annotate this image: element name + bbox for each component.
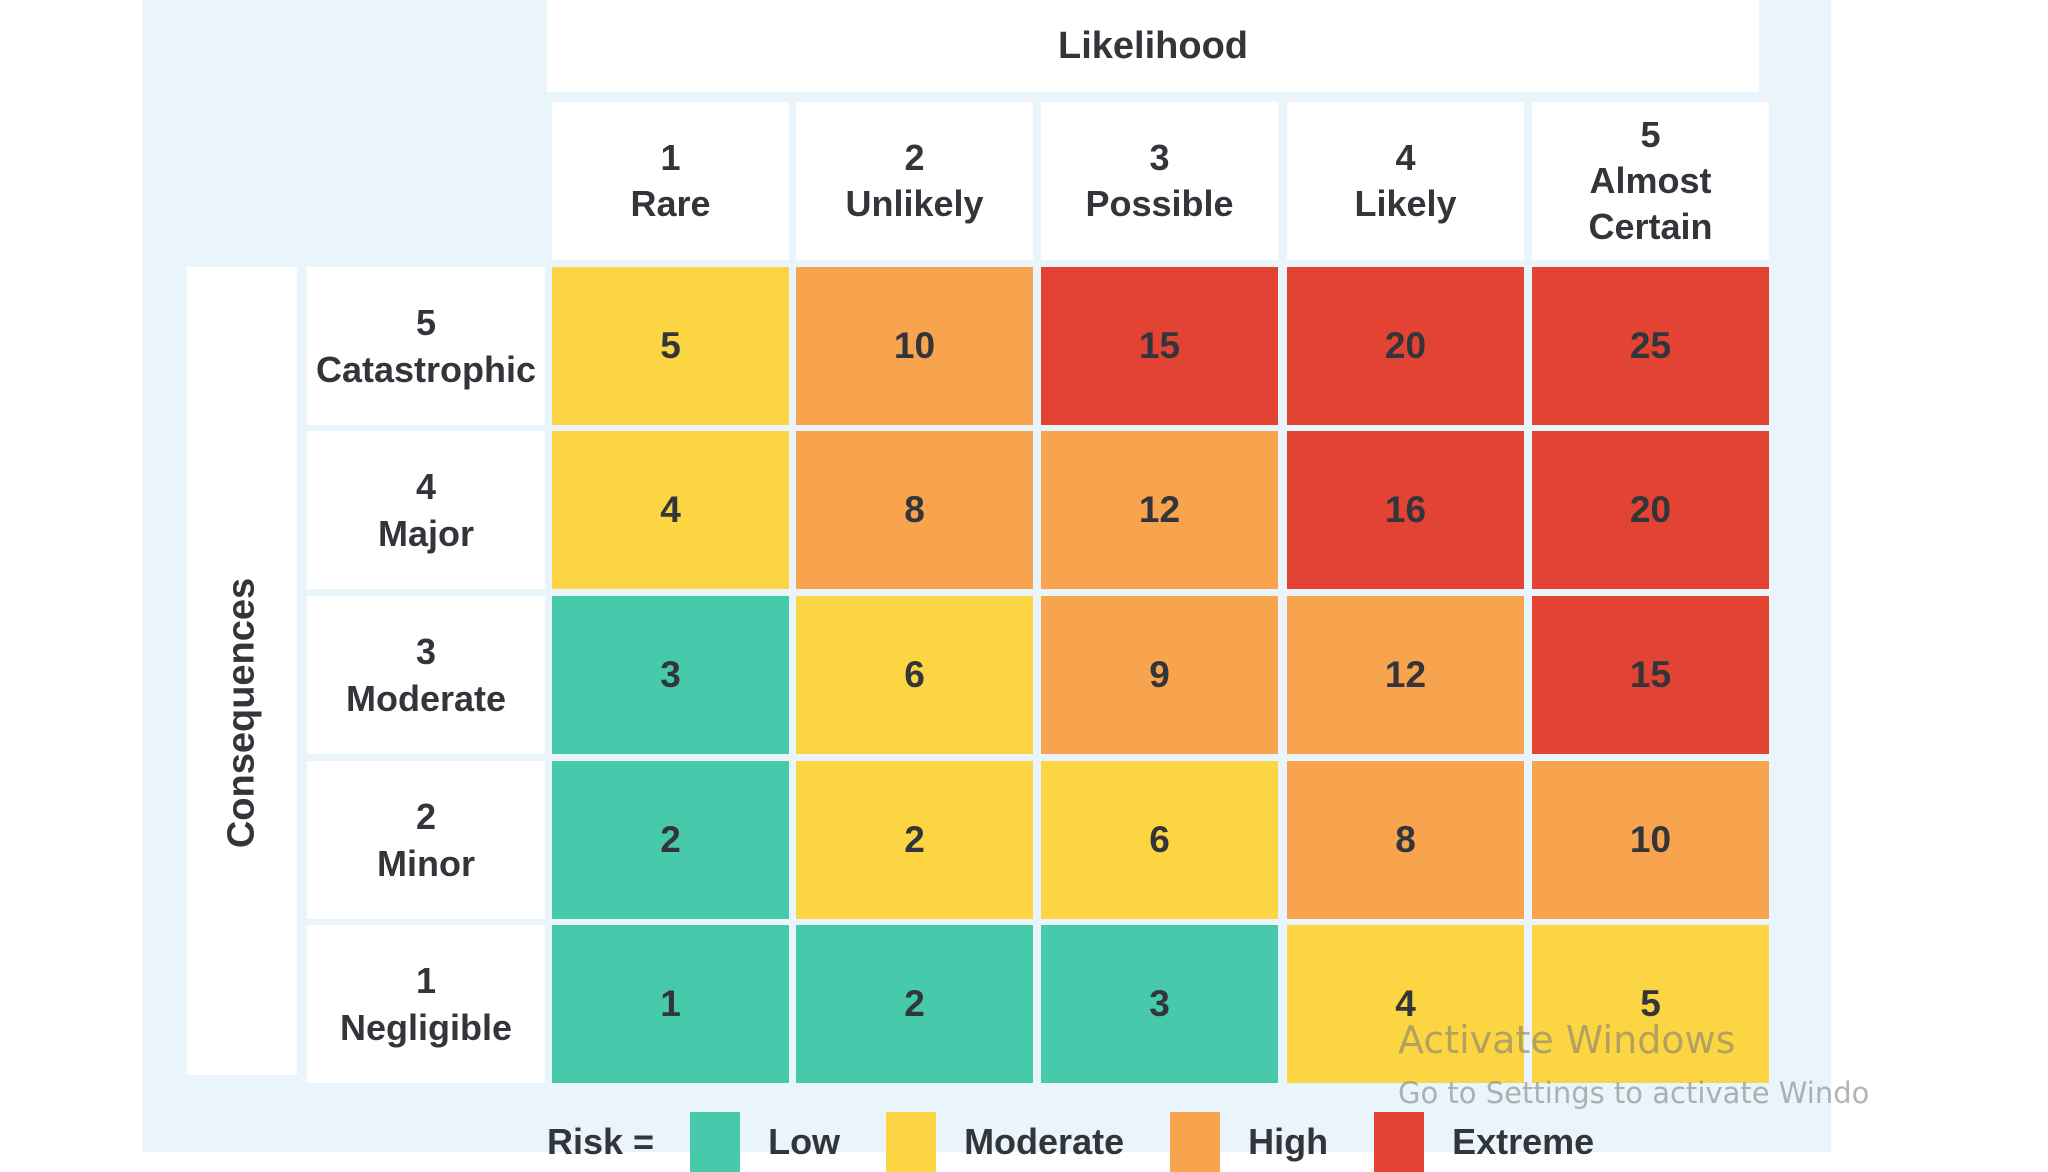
consequence-header-5: 5 Catastrophic bbox=[307, 267, 545, 425]
consequence-number: 3 bbox=[415, 631, 437, 672]
risk-cell-1-5: 5 bbox=[1532, 925, 1769, 1083]
risk-cell-3-4: 12 bbox=[1287, 596, 1524, 754]
legend-swatch-high bbox=[1170, 1112, 1221, 1172]
risk-cell-3-1: 3 bbox=[552, 596, 789, 754]
risk-cell-4-3: 12 bbox=[1041, 431, 1278, 589]
consequence-name: Negligible bbox=[339, 1007, 513, 1048]
risk-cell-3-2: 6 bbox=[796, 596, 1033, 754]
risk-cell-2-2: 2 bbox=[796, 761, 1033, 919]
likelihood-header-4: 4 Likely bbox=[1287, 102, 1524, 260]
legend-label-moderate: Moderate bbox=[964, 1121, 1125, 1162]
risk-cell-1-2: 2 bbox=[796, 925, 1033, 1083]
consequence-number: 4 bbox=[415, 466, 437, 507]
risk-cell-2-4: 8 bbox=[1287, 761, 1524, 919]
activate-windows-watermark: Activate Windows Go to Settings to activ… bbox=[1398, 1018, 1869, 1110]
consequence-name: Major bbox=[377, 513, 474, 554]
legend-swatch-extreme bbox=[1374, 1112, 1425, 1172]
legend-swatch-low bbox=[690, 1112, 741, 1172]
risk-cell-3-3: 9 bbox=[1041, 596, 1278, 754]
legend-label-high: High bbox=[1248, 1121, 1329, 1162]
consequences-axis-title: Consequences bbox=[220, 577, 263, 849]
risk-cell-1-3: 3 bbox=[1041, 925, 1278, 1083]
risk-cell-1-1: 1 bbox=[552, 925, 789, 1083]
likelihood-header-1: 1 Rare bbox=[552, 102, 789, 260]
risk-cell-5-5: 25 bbox=[1532, 267, 1769, 425]
consequence-header-4: 4 Major bbox=[307, 431, 545, 589]
likelihood-name: Possible bbox=[1085, 183, 1234, 224]
likelihood-axis-title: Likelihood bbox=[547, 0, 1759, 92]
likelihood-number: 5 bbox=[1640, 114, 1661, 155]
risk-cell-4-5: 20 bbox=[1532, 431, 1769, 589]
likelihood-number: 2 bbox=[904, 137, 925, 178]
risk-cell-2-3: 6 bbox=[1041, 761, 1278, 919]
likelihood-header-2: 2 Unlikely bbox=[796, 102, 1033, 260]
legend-prefix: Risk = bbox=[547, 1121, 655, 1162]
risk-cell-2-5: 10 bbox=[1532, 761, 1769, 919]
likelihood-number: 3 bbox=[1149, 137, 1170, 178]
consequence-name: Catastrophic bbox=[315, 349, 537, 390]
legend-swatch-moderate bbox=[886, 1112, 937, 1172]
consequence-number: 5 bbox=[415, 302, 437, 343]
risk-cell-4-2: 8 bbox=[796, 431, 1033, 589]
risk-cell-5-3: 15 bbox=[1041, 267, 1278, 425]
legend: Risk = Low Moderate High Extreme bbox=[547, 1112, 1640, 1172]
watermark-title: Activate Windows bbox=[1398, 1018, 1736, 1062]
risk-cell-5-2: 10 bbox=[796, 267, 1033, 425]
likelihood-name: Rare bbox=[630, 183, 711, 224]
risk-cell-5-4: 20 bbox=[1287, 267, 1524, 425]
consequence-header-2: 2 Minor bbox=[307, 761, 545, 919]
likelihood-header-3: 3 Possible bbox=[1041, 102, 1278, 260]
likelihood-name: Likely bbox=[1354, 183, 1457, 224]
risk-cell-4-4: 16 bbox=[1287, 431, 1524, 589]
consequence-name: Moderate bbox=[345, 678, 507, 719]
consequences-axis-band bbox=[187, 267, 297, 1075]
likelihood-number: 1 bbox=[660, 137, 681, 178]
legend-label-extreme: Extreme bbox=[1452, 1121, 1595, 1162]
consequence-number: 1 bbox=[415, 960, 437, 1001]
risk-cell-3-5: 15 bbox=[1532, 596, 1769, 754]
legend-label-low: Low bbox=[768, 1121, 841, 1162]
likelihood-number: 4 bbox=[1395, 137, 1416, 178]
likelihood-name: Almost bbox=[1589, 160, 1712, 201]
likelihood-header-5: 5 Almost Certain bbox=[1532, 102, 1769, 260]
consequence-name: Minor bbox=[377, 843, 475, 884]
likelihood-name: Unlikely bbox=[845, 183, 984, 224]
watermark-subtitle: Go to Settings to activate Windo bbox=[1398, 1076, 1870, 1110]
consequence-header-3: 3 Moderate bbox=[307, 596, 545, 754]
likelihood-name: Certain bbox=[1588, 206, 1713, 247]
risk-cell-2-1: 2 bbox=[552, 761, 789, 919]
consequence-number: 2 bbox=[415, 796, 437, 837]
risk-cell-1-4: 4 bbox=[1287, 925, 1524, 1083]
risk-cell-5-1: 5 bbox=[552, 267, 789, 425]
risk-cell-4-1: 4 bbox=[552, 431, 789, 589]
consequence-header-1: 1 Negligible bbox=[307, 925, 545, 1083]
